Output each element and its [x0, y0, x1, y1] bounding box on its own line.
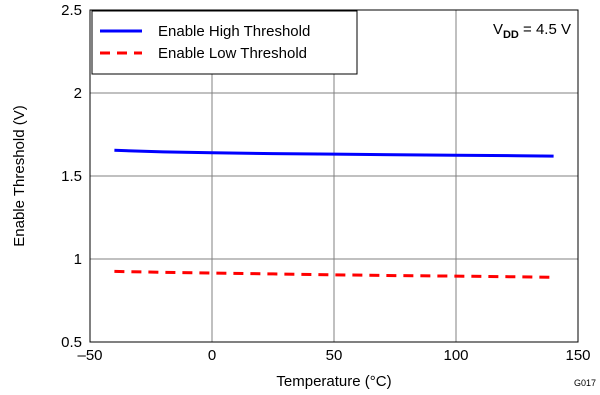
legend-label-low: Enable Low Threshold	[158, 45, 307, 62]
y-tick-labels: 0.5 1 1.5 2 2.5	[61, 2, 82, 351]
figure-code: G017	[574, 378, 596, 388]
x-tick-label: 0	[208, 347, 216, 364]
vdd-prefix: V	[493, 21, 503, 38]
y-axis-label: Enable Threshold (V)	[11, 105, 28, 246]
x-tick-labels: –50 0 50 100 150	[77, 347, 590, 364]
vdd-value: = 4.5 V	[519, 21, 571, 38]
legend: Enable High Threshold Enable Low Thresho…	[91, 10, 358, 75]
series-line-low	[114, 269, 554, 279]
plot-area-frame	[89, 9, 579, 343]
x-tick-label: 100	[443, 347, 468, 364]
y-tick-label: 2	[74, 85, 82, 102]
x-tick-label: 50	[326, 347, 343, 364]
legend-label-high: Enable High Threshold	[158, 23, 310, 40]
vdd-annotation: VDD = 4.5 V	[493, 21, 571, 41]
y-tick-label: 2.5	[61, 2, 82, 19]
y-tick-label: 1.5	[61, 168, 82, 185]
series-lines	[114, 148, 554, 279]
series-line-high	[114, 148, 554, 158]
y-tick-label: 1	[74, 251, 82, 268]
x-axis-label: Temperature (°C)	[276, 373, 391, 390]
y-tick-label: 0.5	[61, 334, 82, 351]
vdd-subscript: DD	[503, 29, 519, 41]
x-tick-label: –50	[77, 347, 102, 364]
legend-box	[91, 10, 358, 75]
x-tick-label: 150	[565, 347, 590, 364]
